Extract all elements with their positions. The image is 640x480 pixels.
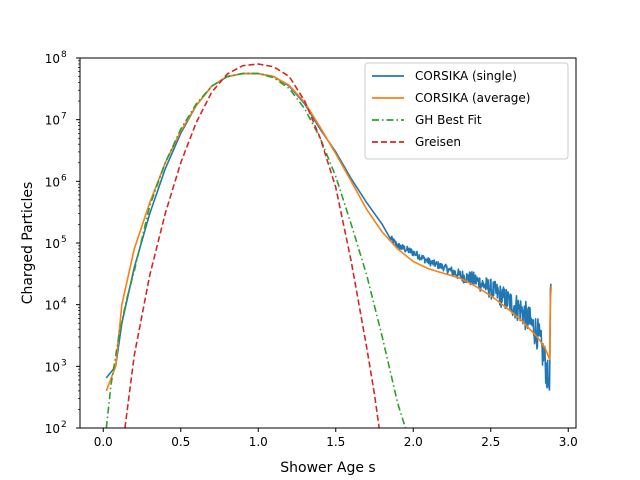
y-tick-exponent: 5 [61,235,67,245]
x-tick-label: 2.5 [481,435,500,449]
legend-label-0: CORSIKA (single) [415,69,517,83]
y-tick-exponent: 2 [61,420,67,430]
y-tick-exponent: 6 [61,173,67,183]
y-tick-label: 10 [45,52,60,66]
y-tick-label: 10 [45,422,60,436]
x-axis-ticks: 0.0 0.5 1.0 1.5 2.0 2.5 3.0 [94,428,578,449]
legend-label-1: CORSIKA (average) [415,91,531,105]
series-line-2 [105,72,407,428]
y-tick-exponent: 4 [61,297,67,307]
y-tick-exponent: 8 [61,50,67,60]
y-tick-label: 10 [45,299,60,313]
x-tick-label: 2.0 [404,435,423,449]
series-line-3 [124,63,380,428]
y-axis-label: Charged Particles [20,182,36,305]
series-layer [105,63,552,428]
y-tick-exponent: 7 [61,112,67,122]
x-tick-label: 0.5 [171,435,190,449]
x-tick-label: 0.0 [94,435,113,449]
x-axis-label: Shower Age s [280,460,375,476]
x-tick-label: 1.5 [326,435,345,449]
legend-box [364,62,569,160]
x-tick-label: 1.0 [249,435,268,449]
y-tick-label: 10 [45,114,60,128]
x-tick-label: 3.0 [559,435,578,449]
y-tick-label: 10 [45,360,60,374]
y-tick-exponent: 3 [61,358,67,368]
legend-label-3: Greisen [415,135,461,149]
legend: CORSIKA (single) CORSIKA (average) GH Best… [364,62,569,160]
y-tick-label: 10 [45,237,60,251]
legend-label-2: GH Best Fit [415,113,482,127]
y-tick-label: 10 [45,175,60,189]
